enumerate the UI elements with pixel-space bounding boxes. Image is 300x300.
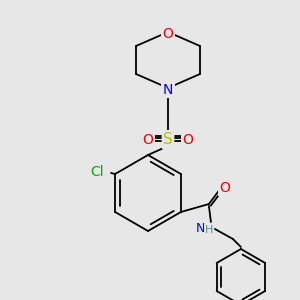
Text: O: O: [220, 181, 230, 194]
Text: H: H: [205, 225, 213, 235]
Text: O: O: [163, 26, 173, 40]
Text: O: O: [142, 133, 153, 146]
Text: O: O: [183, 133, 194, 146]
Text: N: N: [163, 82, 173, 97]
Text: S: S: [163, 132, 173, 147]
Text: Cl: Cl: [90, 164, 104, 178]
Text: N: N: [196, 222, 206, 235]
